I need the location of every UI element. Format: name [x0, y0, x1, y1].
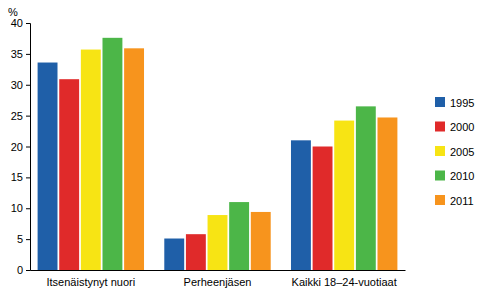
y-tick-label: 0 [17, 264, 23, 276]
bar [334, 121, 354, 270]
y-axis-line [26, 24, 31, 271]
bar [251, 212, 271, 270]
legend-label: 2010 [450, 170, 474, 182]
legend-swatch [435, 97, 445, 107]
y-axis-title: % [8, 6, 18, 18]
bars [38, 38, 398, 270]
x-tick-label: Kaikki 18–24-vuotiaat [292, 276, 397, 288]
legend-item: 1995 [435, 97, 474, 109]
bar [208, 215, 228, 270]
y-tick-label: 5 [17, 233, 23, 245]
y-tick-mark [26, 54, 30, 55]
y-tick: 35 [11, 48, 30, 60]
legend-label: 2011 [450, 195, 474, 207]
y-tick-mark [26, 239, 30, 240]
y-tick-label: 35 [11, 48, 23, 60]
bar [291, 140, 311, 270]
x-tick: Perheenjäsen [184, 270, 252, 288]
y-tick: 0 [17, 264, 30, 276]
y-tick: 30 [11, 79, 30, 91]
bar [102, 38, 122, 270]
y-tick: 40 [11, 17, 30, 29]
y-tick-label: 20 [11, 141, 23, 153]
y-tick-label: 40 [11, 17, 23, 29]
y-tick-mark [26, 270, 30, 271]
legend-item: 2011 [435, 195, 474, 207]
y-tick-mark [26, 177, 30, 178]
y-tick-label: 30 [11, 79, 23, 91]
y-tick: 10 [11, 202, 30, 214]
y-tick-mark [26, 85, 30, 86]
legend-swatch [435, 122, 445, 132]
bar [81, 50, 101, 270]
legend-item: 2005 [435, 146, 474, 158]
legend-item: 2010 [435, 170, 474, 182]
y-tick: 15 [11, 171, 30, 183]
bar [59, 79, 79, 270]
x-tick-label: Itsenäistynyt nuori [46, 276, 135, 288]
y-tick: 5 [17, 233, 30, 245]
bar [313, 147, 333, 271]
y-tick-label: 25 [11, 110, 23, 122]
bar [356, 106, 376, 270]
legend-label: 2005 [450, 146, 474, 158]
chart: 0 5 10 15 20 25 30 35 40 Itsenäistynyt nuori Perhe… [0, 0, 493, 304]
legend-swatch [435, 146, 445, 156]
bar [377, 117, 397, 270]
x-tick: Itsenäistynyt nuori [46, 270, 135, 288]
y-axis: 0 5 10 15 20 25 30 35 40 [11, 17, 31, 276]
y-tick: 20 [11, 141, 30, 153]
bar [186, 234, 206, 270]
legend-swatch [435, 195, 445, 205]
y-tick-mark [26, 208, 30, 209]
y-tick-label: 10 [11, 202, 23, 214]
legend: 1995 2000 2005 2010 2011 [435, 97, 474, 207]
x-tick: Kaikki 18–24-vuotiaat [292, 270, 397, 288]
bar [38, 63, 58, 270]
legend-label: 1995 [450, 97, 474, 109]
bar [229, 202, 249, 270]
plot: 0 5 10 15 20 25 30 35 40 Itsenäistynyt nuori Perhe… [11, 17, 406, 288]
bar [124, 48, 144, 270]
legend-swatch [435, 171, 445, 181]
y-tick-mark [26, 23, 30, 24]
y-tick-mark [26, 147, 30, 148]
y-tick: 25 [11, 110, 30, 122]
bar [164, 239, 184, 270]
x-tick-label: Perheenjäsen [184, 276, 252, 288]
x-axis-line [31, 270, 406, 271]
y-tick-label: 15 [11, 171, 23, 183]
legend-label: 2000 [450, 121, 474, 133]
legend-item: 2000 [435, 121, 474, 133]
x-axis: Itsenäistynyt nuori Perheenjäsen Kaikki 18… [31, 270, 406, 288]
y-tick-mark [26, 116, 30, 117]
